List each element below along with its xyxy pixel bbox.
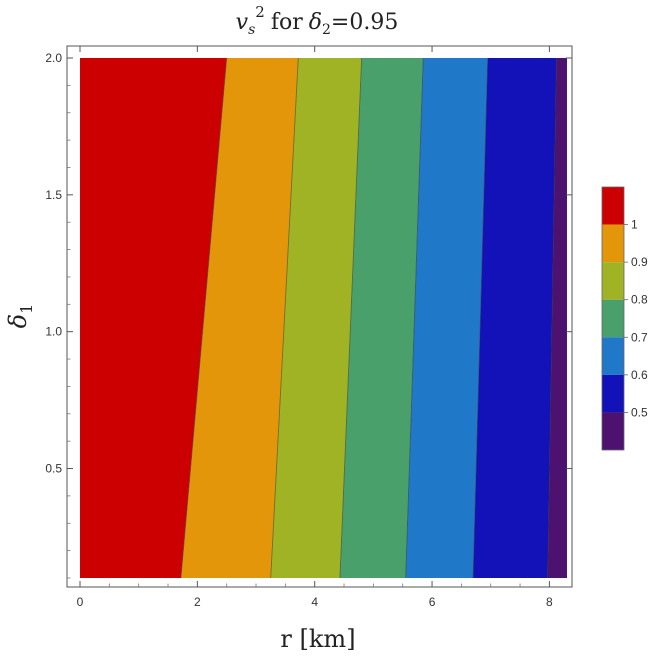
y-tick-label: 1.5 [45,188,62,202]
legend-swatch [602,299,624,338]
legend-label: 0.5 [631,405,648,419]
x-axis-ticks: 0 2 4 6 8 [77,46,553,609]
legend-swatch [602,412,624,450]
legend-label: 1 [631,218,638,232]
y-tick-label: 0.5 [45,462,62,476]
contour-band [405,58,488,578]
legend-swatch [602,262,624,300]
y-tick-label: 1.0 [45,325,62,339]
legend-swatch [602,187,624,225]
contour-band [270,58,362,578]
contour-band [80,58,227,578]
legend-swatch [602,337,624,375]
contour-bands [80,58,567,578]
legend-label: 0.7 [631,330,648,344]
x-tick-label: 0 [77,595,84,609]
legend-label: 0.9 [631,255,648,269]
contour-line [270,57,299,579]
contour-line [405,57,424,579]
contour-line [472,57,489,579]
contour-band [180,58,299,578]
y-axis-label: δ1 [4,304,36,329]
x-tick-label: 8 [546,595,553,609]
legend-swatch [602,224,624,263]
x-tick-label: 4 [311,595,318,609]
contour-line [547,57,557,579]
y-axis-ticks: 0.5 1.0 1.5 2.0 [45,51,572,579]
contour-line [180,57,228,579]
legend-label: 0.6 [631,368,648,382]
y-tick-label: 2.0 [45,51,62,65]
chart-title: vs2 for δ2=0.95 [236,3,399,38]
x-axis-label: r [km] [280,625,355,653]
x-tick-label: 6 [429,595,436,609]
legend-swatch [602,374,624,413]
contour-lines [180,57,557,579]
contour-band [339,58,424,578]
legend-frame [601,186,625,451]
contour-line [339,57,363,579]
contour-band [473,58,557,578]
x-tick-label: 2 [194,595,201,609]
color-legend: 1 0.9 0.8 0.7 0.6 0.5 [601,186,648,451]
legend-label: 0.8 [631,293,648,307]
contour-band [547,58,567,578]
